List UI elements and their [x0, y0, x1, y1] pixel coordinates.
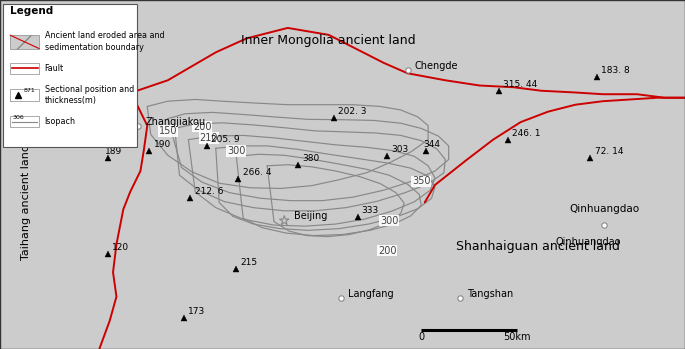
Text: 300: 300 — [380, 216, 398, 225]
Text: Zhangjiakou: Zhangjiakou — [145, 117, 206, 127]
Polygon shape — [0, 0, 147, 349]
Text: Chengde: Chengde — [414, 61, 458, 71]
Text: Tangshan: Tangshan — [467, 289, 514, 299]
Text: Ancient land eroded area and
sedimentation boundary: Ancient land eroded area and sedimentati… — [45, 31, 164, 52]
Text: 50km: 50km — [503, 332, 531, 342]
Text: Fault: Fault — [45, 64, 64, 73]
Text: 150: 150 — [158, 126, 177, 136]
Text: 380: 380 — [302, 154, 319, 163]
Text: 333: 333 — [362, 206, 379, 215]
Text: Shanhaiguan ancient land: Shanhaiguan ancient land — [456, 239, 620, 253]
Text: 306: 306 — [12, 115, 24, 120]
Text: Isopach: Isopach — [45, 117, 75, 126]
Text: Sectional position and
thickness(m): Sectional position and thickness(m) — [45, 84, 134, 105]
Text: Inner Mongolia ancient land: Inner Mongolia ancient land — [242, 34, 416, 47]
Text: 200: 200 — [377, 246, 397, 255]
Text: 0: 0 — [419, 332, 424, 342]
Text: Langfang: Langfang — [348, 289, 394, 299]
Point — [336, 296, 347, 301]
Text: 344: 344 — [423, 140, 440, 149]
Point — [279, 218, 290, 223]
Point — [402, 68, 413, 73]
Text: 246. 1: 246. 1 — [512, 129, 541, 138]
Text: Qinhuangdao: Qinhuangdao — [569, 205, 639, 214]
Text: 183. 8: 183. 8 — [601, 66, 630, 75]
Bar — [10, 63, 39, 74]
Text: 210: 210 — [199, 133, 219, 143]
Text: Taihang ancient land: Taihang ancient land — [21, 144, 31, 260]
Text: 190: 190 — [153, 140, 171, 149]
Text: 72. 14: 72. 14 — [595, 147, 623, 156]
Text: Beijing: Beijing — [294, 211, 327, 221]
Polygon shape — [0, 0, 685, 98]
Text: Qinhuangdao: Qinhuangdao — [556, 237, 621, 246]
Text: 202. 3: 202. 3 — [338, 107, 367, 116]
Text: 205. 9: 205. 9 — [211, 135, 240, 144]
Bar — [10, 89, 39, 101]
Text: 120: 120 — [112, 243, 129, 252]
Point — [133, 124, 144, 129]
Text: 350: 350 — [412, 177, 431, 186]
Text: 215: 215 — [240, 258, 258, 267]
Text: 315. 44: 315. 44 — [503, 80, 537, 89]
Point — [599, 222, 610, 228]
Text: 300: 300 — [227, 146, 245, 156]
Text: 173: 173 — [188, 307, 205, 316]
Text: 871: 871 — [23, 88, 35, 93]
Bar — [10, 116, 39, 127]
Text: 266. 4: 266. 4 — [242, 168, 271, 177]
Text: 200: 200 — [192, 122, 212, 132]
Text: 212. 6: 212. 6 — [195, 187, 223, 196]
Text: 303: 303 — [391, 145, 408, 154]
Polygon shape — [425, 98, 685, 349]
Bar — [3, 4, 137, 147]
Bar — [10, 35, 39, 49]
Text: 189: 189 — [105, 147, 123, 156]
Point — [455, 296, 466, 301]
Text: Legend: Legend — [10, 6, 53, 16]
